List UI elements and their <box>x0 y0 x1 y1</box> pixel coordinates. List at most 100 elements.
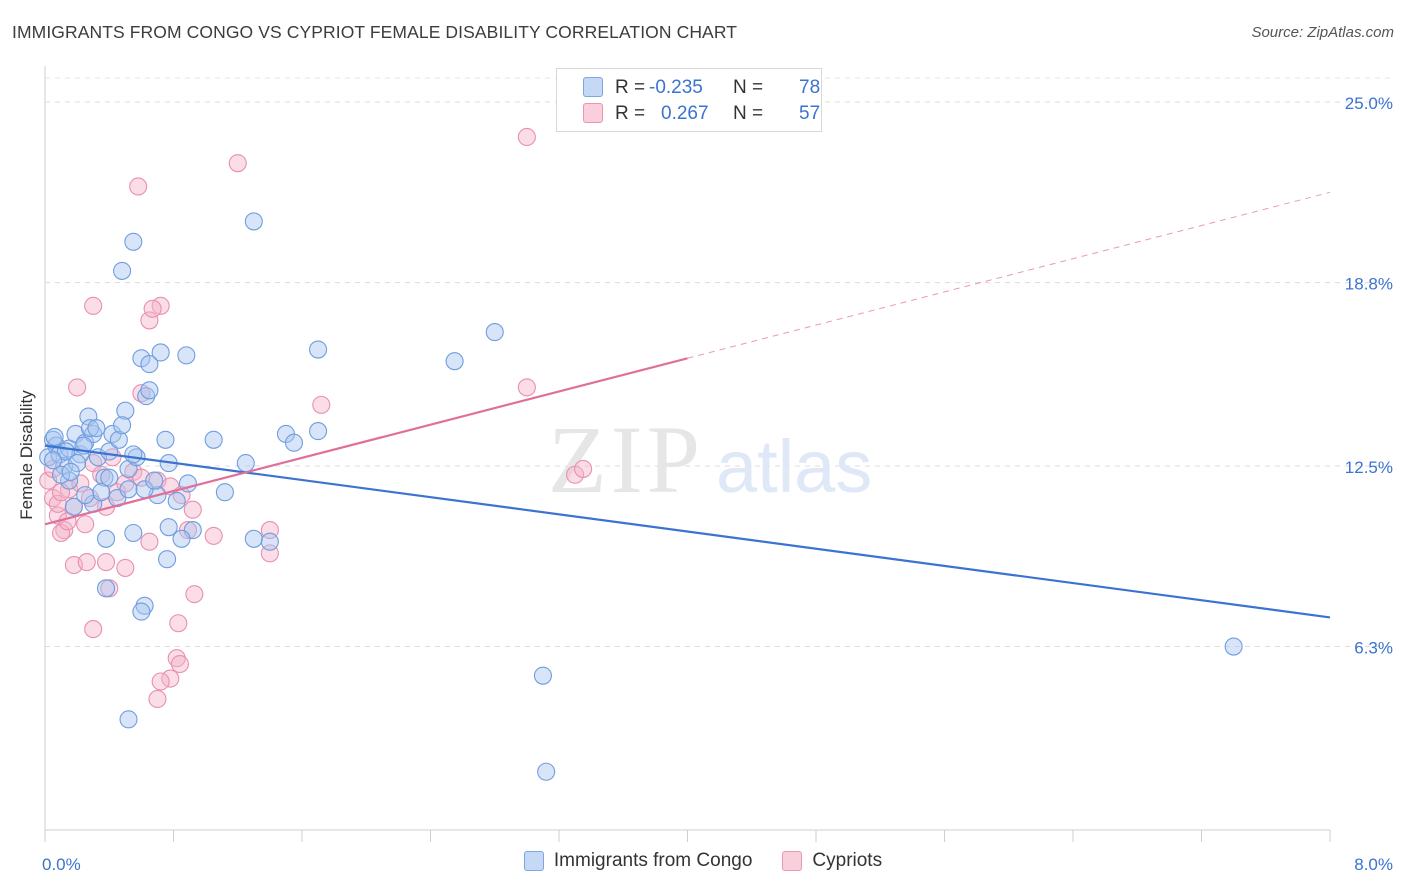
legend-item-cypriots: Cypriots <box>782 850 882 872</box>
congo-point <box>309 422 328 441</box>
cypriot-point <box>143 299 162 318</box>
legend-label-cypriots: Cypriots <box>812 850 883 871</box>
congo-point <box>172 529 191 548</box>
cypriot-point <box>204 526 223 545</box>
congo-point <box>159 518 178 537</box>
stats-n-label-1: N = <box>733 77 764 98</box>
trend-line-cypriots <box>44 357 688 526</box>
congo-point <box>244 212 263 231</box>
cypriot-point <box>52 523 71 543</box>
y-tick-label: 6.3% <box>1354 639 1393 658</box>
stats-swatch-congo <box>583 77 603 97</box>
cypriot-point <box>151 672 170 691</box>
x-tick-label-max: 8.0% <box>1354 855 1393 874</box>
congo-point <box>167 491 186 511</box>
axes <box>44 66 1331 842</box>
congo-point <box>537 762 556 781</box>
cypriot-point <box>96 553 116 572</box>
cypriot-point <box>517 127 536 147</box>
stats-r-label-2: R = <box>615 103 646 124</box>
congo-point <box>43 451 63 470</box>
congo-point <box>445 352 464 371</box>
cypriot-point <box>68 378 87 397</box>
congo-point <box>533 666 552 685</box>
congo-point <box>109 430 128 449</box>
y-tick-label: 12.5% <box>1345 458 1393 477</box>
x-tick-label-min: 0.0% <box>42 855 81 874</box>
cypriot-point <box>71 474 90 493</box>
y-tick-label: 25.0% <box>1345 94 1393 113</box>
congo-point <box>140 355 159 374</box>
congo-point <box>124 523 143 543</box>
y-axis-label: Female Disability <box>17 390 36 520</box>
watermark: ZIP atlas <box>548 406 872 513</box>
stats-n-value-cypriots: 57 <box>799 103 821 124</box>
cypriot-point <box>84 620 103 639</box>
trend-lines <box>44 191 1331 619</box>
watermark-atlas: atlas <box>716 425 872 508</box>
congo-point <box>76 486 95 505</box>
cypriot-point <box>185 585 204 604</box>
stats-r-value-congo: -0.235 <box>649 77 703 98</box>
congo-point <box>135 596 154 615</box>
cypriot-point <box>517 378 536 397</box>
cypriot-point <box>140 532 159 551</box>
congo-point <box>132 602 151 621</box>
congo-point <box>61 462 80 481</box>
cypriot-point <box>312 395 331 414</box>
legend-swatch-congo <box>523 851 544 871</box>
cypriot-point <box>183 500 202 519</box>
stats-n-value-congo: 78 <box>799 77 821 98</box>
congo-point <box>177 346 196 365</box>
legend-swatch-cypriots <box>782 851 803 871</box>
trend-line-cypriots-extrapolated <box>687 191 1331 359</box>
congo-point <box>244 529 263 548</box>
congo-point <box>137 387 156 406</box>
congo-point <box>113 416 132 435</box>
congo-point <box>140 381 159 400</box>
congo-point <box>124 445 143 464</box>
tick-labels: 6.3% 12.5% 18.8% 25.0% 0.0% 8.0% <box>42 94 1393 874</box>
cypriot-point <box>116 558 135 577</box>
watermark-zip: ZIP <box>548 406 704 513</box>
cypriot-point <box>84 296 103 315</box>
congo-point <box>96 579 116 598</box>
congo-point <box>84 424 103 444</box>
bottom-legend: Immigrants from Congo Cypriots <box>0 850 1406 872</box>
congo-point <box>100 468 119 487</box>
congo-point <box>215 483 234 502</box>
congo-point <box>284 433 304 452</box>
stats-r-label-1: R = <box>615 77 646 98</box>
cypriot-point <box>169 614 188 633</box>
congo-point <box>236 454 255 473</box>
congo-point <box>145 471 164 490</box>
cypriot-point <box>228 154 247 173</box>
y-tick-label: 18.8% <box>1345 275 1393 294</box>
congo-point <box>96 529 116 548</box>
congo-point <box>124 232 143 251</box>
congo-point <box>260 532 279 551</box>
congo-point <box>119 480 138 499</box>
stats-n-label-2: N = <box>733 103 764 124</box>
congo-point <box>156 430 175 449</box>
cypriot-point <box>170 654 189 674</box>
source-label: Source: ZipAtlas.com <box>1251 24 1394 41</box>
stats-swatch-cypriots <box>583 103 603 123</box>
congo-point <box>87 419 106 438</box>
congo-point <box>1224 637 1243 656</box>
congo-point <box>158 550 177 569</box>
cypriot-point <box>129 177 148 196</box>
legend-item-congo: Immigrants from Congo <box>523 850 753 872</box>
trend-line-congo <box>44 444 1331 619</box>
congo-point <box>80 419 100 438</box>
chart-title: IMMIGRANTS FROM CONGO VS CYPRIOT FEMALE … <box>12 22 738 42</box>
legend-label-congo: Immigrants from Congo <box>553 850 753 871</box>
cypriot-point <box>167 649 186 668</box>
cypriot-point <box>77 553 96 572</box>
congo-point <box>309 340 328 359</box>
congo-point <box>113 261 132 280</box>
congo-point <box>119 710 138 729</box>
congo-point <box>116 401 135 420</box>
congo-point <box>64 497 83 516</box>
